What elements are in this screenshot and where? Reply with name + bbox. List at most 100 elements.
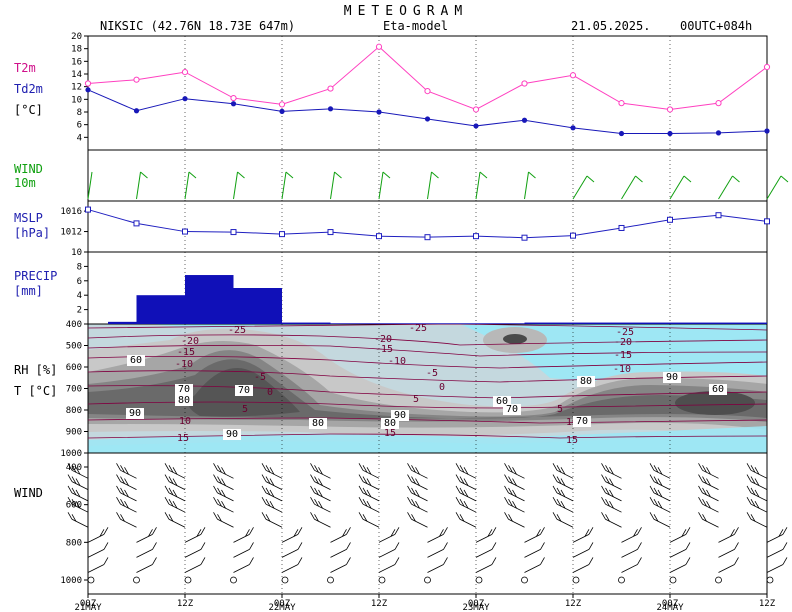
- rh-contour-label: 80: [178, 395, 190, 406]
- wind-barb-flag: [314, 465, 319, 473]
- temp-contour: [88, 334, 767, 346]
- wind-barb-flag: [261, 463, 267, 471]
- wind-barb-flag: [653, 476, 659, 484]
- wind-barb-flag: [407, 463, 412, 471]
- wind-barb-flag: [362, 476, 368, 484]
- wind-barb-staff: [475, 533, 493, 543]
- t2m-point: [666, 106, 674, 113]
- precip-bar: [670, 322, 719, 324]
- td2m-point: [570, 125, 576, 131]
- wind-barb-flag: [411, 487, 416, 496]
- wind-barb-flag: [269, 501, 275, 509]
- wind-barb-flag: [702, 465, 707, 473]
- wind-barb-flag: [649, 463, 655, 471]
- wind-calm-circle: [424, 576, 431, 584]
- wind-barb-flag: [588, 557, 594, 565]
- mslp-point: [376, 233, 382, 240]
- wind-barb-staff: [378, 533, 396, 543]
- wind-barb-flag: [120, 499, 125, 507]
- wind-barb-flag: [103, 557, 109, 565]
- wind-barb-flag: [213, 463, 218, 471]
- mslp-point: [521, 234, 528, 241]
- wind-barb-flag: [504, 463, 509, 471]
- wind-barb-flag: [702, 499, 707, 507]
- wind-barb-flag: [164, 474, 170, 482]
- wind-barb-flag: [75, 467, 81, 475]
- wind-barb-flag: [116, 463, 121, 471]
- wind-barb-flag: [67, 485, 73, 494]
- wind-barb-flag: [318, 467, 323, 475]
- wind-barb-staff: [766, 533, 784, 543]
- wind-barb-flag: [609, 501, 614, 509]
- wind-barb-flag: [269, 478, 275, 486]
- wind-barb-staff: [621, 549, 638, 558]
- wind-barb-flag: [459, 514, 465, 522]
- wind-barb-flag: [318, 489, 323, 498]
- rh-tick-label: 400: [66, 320, 82, 330]
- wind-barb-flag: [362, 499, 368, 507]
- wind10-barb-staff: [330, 171, 335, 200]
- wind-barb-staff: [556, 518, 574, 528]
- wind-barb-flag: [164, 497, 170, 505]
- wind-barb-flag: [164, 485, 170, 494]
- temp-tick-label: 6: [77, 121, 82, 131]
- run-label: 00UTC+084h: [680, 19, 752, 33]
- wind-barb-flag: [698, 512, 703, 520]
- rh-contour-label: 80: [312, 418, 324, 429]
- td2m-point: [715, 130, 722, 136]
- wind-barb-flag: [540, 527, 545, 535]
- wind-barb-flag: [746, 512, 752, 520]
- wind-barb-flag: [152, 542, 157, 550]
- wind-tick-label: 800: [66, 538, 82, 548]
- wind-barb-staff: [330, 564, 347, 573]
- wind-barb-staff: [184, 549, 202, 558]
- rh-label-box: [175, 395, 193, 406]
- wind-calm-circle: [230, 576, 237, 584]
- wind-barb-flag: [706, 478, 711, 486]
- wind-barb-flag: [168, 514, 174, 522]
- wind-barb-flag: [314, 476, 319, 484]
- wind-barb-flag: [172, 501, 178, 509]
- wind-barb-flag: [415, 489, 420, 498]
- wind-barb-flag: [168, 487, 174, 496]
- precip-tick-label: 4: [77, 291, 82, 301]
- t2m-point: [424, 88, 431, 95]
- td2m-point: [618, 130, 625, 137]
- mslp-unit-label: [hPa]: [14, 226, 50, 240]
- wind-barb-flag: [459, 476, 465, 484]
- precip-bar: [573, 322, 622, 324]
- wind-barb-flag: [459, 499, 465, 507]
- wind-barb-flag: [734, 527, 739, 535]
- wind-barb-flag: [702, 514, 707, 522]
- wind-barb-flag: [249, 557, 254, 565]
- wind-barb-flag: [411, 514, 416, 522]
- wind-barb-flag: [390, 529, 396, 537]
- temp-contour-label: 10: [566, 417, 578, 428]
- wind-barb-flag: [75, 501, 81, 509]
- wind-barb-flag: [71, 487, 77, 496]
- wind-barb-flag: [407, 497, 412, 505]
- rh-contour-label: 70: [576, 416, 588, 427]
- wind-barb-flag: [265, 499, 271, 507]
- wind-calm-circle: [521, 576, 528, 584]
- rh-contour-label: 60: [130, 355, 142, 366]
- x-tick-label: 00Z: [468, 599, 485, 609]
- wind-barb-flag: [261, 512, 267, 520]
- wind-barb-staff: [281, 564, 299, 573]
- wind-barb-flag: [314, 487, 319, 496]
- wind-barb-staff: [621, 533, 638, 543]
- temp-contour: [88, 356, 767, 369]
- precip-bar: [718, 322, 767, 324]
- wind-barb-flag: [366, 489, 372, 498]
- wind-barb-flag: [407, 512, 412, 520]
- t2m-point: [763, 63, 771, 71]
- wind-barb-staff: [702, 518, 719, 528]
- wind10-barb-flag: [586, 175, 595, 183]
- wind-barb-flag: [649, 512, 655, 520]
- rh-contour-label: 80: [384, 418, 396, 429]
- temp-contour: [88, 401, 767, 409]
- temp-tick-label: 12: [71, 83, 82, 93]
- t2m-point: [375, 43, 383, 50]
- wind10-barb-staff: [524, 171, 529, 200]
